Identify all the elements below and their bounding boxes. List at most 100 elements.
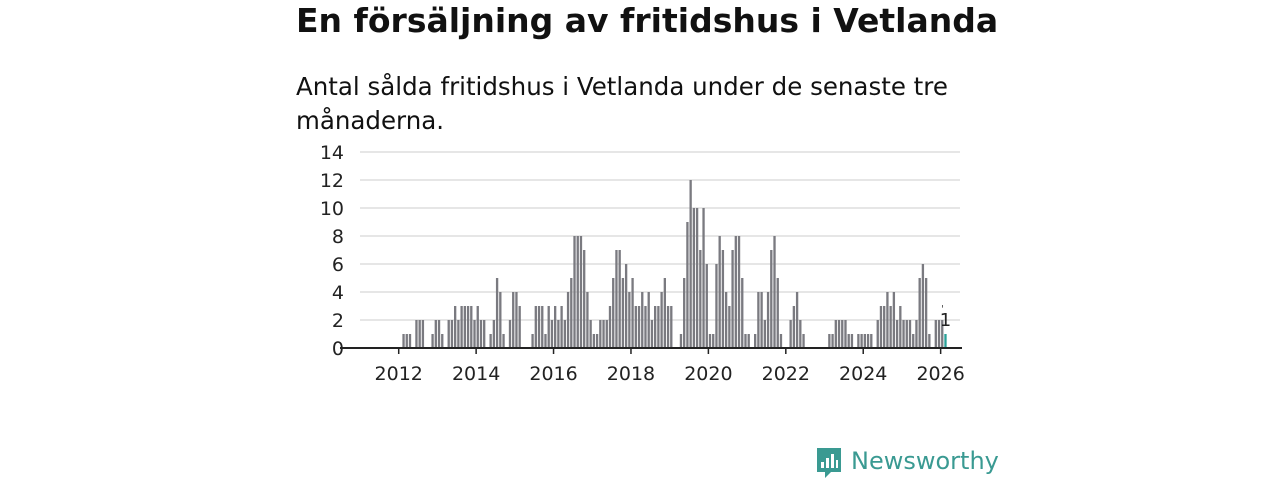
- bar: [799, 320, 802, 348]
- bar: [495, 278, 499, 348]
- bar: [718, 236, 721, 348]
- bar: [483, 320, 486, 348]
- bar: [515, 292, 518, 348]
- bar: [583, 250, 586, 348]
- bar: [937, 320, 941, 348]
- bar: [634, 306, 637, 348]
- bar: [624, 264, 628, 348]
- bar: [612, 278, 615, 348]
- bar: [692, 208, 696, 348]
- bar: [912, 334, 915, 348]
- axes: 0 2 4 6 8 10 12 14 2012 2014 2016 2018 2020 2022 2024 2…: [320, 142, 965, 385]
- bar: [886, 292, 889, 348]
- bar: [779, 334, 783, 348]
- bar: [773, 236, 776, 348]
- bar: [918, 278, 921, 348]
- bar: [408, 334, 412, 348]
- bar: [715, 264, 718, 348]
- bar: [866, 334, 870, 348]
- y-tick-label: 8: [332, 226, 344, 248]
- bar: [518, 306, 521, 348]
- bar: [847, 334, 850, 348]
- bar: [628, 292, 631, 348]
- bar: [789, 320, 792, 348]
- bar: [537, 306, 541, 348]
- bar: [402, 334, 405, 348]
- bar: [844, 320, 847, 348]
- bar: [454, 306, 457, 348]
- bar: [905, 320, 908, 348]
- bar: [744, 334, 747, 348]
- brand[interactable]: Newsworthy: [815, 446, 999, 480]
- bar: [470, 306, 473, 348]
- bar: [589, 320, 592, 348]
- bar-series: [402, 180, 947, 348]
- bar: [876, 320, 879, 348]
- bar: [599, 320, 602, 348]
- x-tick-label: 2014: [452, 363, 500, 385]
- bar: [405, 334, 408, 348]
- bar: [731, 250, 734, 348]
- bar: [576, 236, 579, 348]
- bar: [560, 306, 563, 348]
- bar: [431, 334, 434, 348]
- bar: [928, 334, 931, 348]
- bar: [889, 306, 892, 348]
- gridlines: [360, 151, 960, 321]
- bar: [592, 334, 596, 348]
- bar: [870, 334, 873, 348]
- bar: [705, 264, 708, 348]
- bar: [860, 334, 863, 348]
- bar: [476, 306, 479, 348]
- bar: [760, 292, 763, 348]
- bar: [586, 292, 589, 348]
- bar: [570, 278, 573, 348]
- x-tick-label: 2012: [375, 363, 423, 385]
- bar: [686, 222, 689, 348]
- bar: [737, 236, 741, 348]
- bar: [441, 334, 444, 348]
- y-tick-label: 14: [320, 142, 344, 164]
- bar: [450, 320, 454, 348]
- bar: [802, 334, 805, 348]
- bar: [657, 306, 660, 348]
- bar: [489, 334, 492, 348]
- bar: [660, 292, 663, 348]
- bar: [566, 292, 570, 348]
- bar: [776, 278, 779, 348]
- bar: [831, 334, 834, 348]
- bar: [602, 320, 605, 348]
- bar: [418, 320, 421, 348]
- bar: [834, 320, 837, 348]
- y-tick-label: 6: [332, 254, 344, 276]
- newsworthy-logo-icon: [815, 446, 843, 484]
- bar: [502, 334, 505, 348]
- bar: [563, 320, 566, 348]
- bar: [618, 250, 621, 348]
- bar: [908, 320, 912, 348]
- bar: [579, 236, 583, 348]
- bar: [892, 292, 896, 348]
- bar: [924, 278, 928, 348]
- bar: [795, 292, 799, 348]
- bar: [863, 334, 866, 348]
- bar: [415, 320, 418, 348]
- x-tick-label: 2024: [839, 363, 887, 385]
- bar: [708, 334, 712, 348]
- bar: [883, 306, 886, 348]
- bar: [754, 334, 757, 348]
- bar: [915, 320, 918, 348]
- chart-title: En försäljning av fritidshus i Vetlanda: [296, 1, 999, 40]
- bar: [447, 320, 450, 348]
- bar: [641, 292, 644, 348]
- bar: [741, 278, 744, 348]
- bar: [699, 250, 702, 348]
- bar: [712, 334, 715, 348]
- bar: [721, 250, 725, 348]
- bar: [541, 306, 544, 348]
- data-labels: 1': [940, 304, 951, 331]
- bar: [837, 320, 841, 348]
- bar: [508, 320, 512, 348]
- bar: [492, 320, 496, 348]
